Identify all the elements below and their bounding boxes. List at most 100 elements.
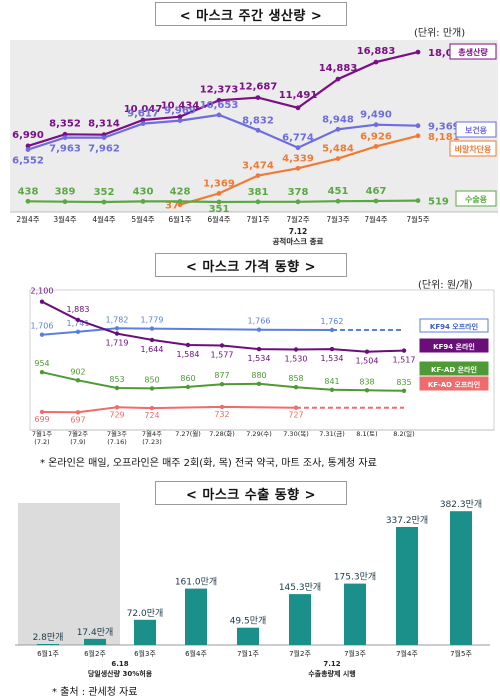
annotation-text: 공적마스크 종료 xyxy=(273,236,324,246)
data-point xyxy=(335,76,341,82)
data-point xyxy=(149,386,155,391)
x-tick-label: 2월4주 xyxy=(16,214,39,224)
data-point xyxy=(401,348,407,353)
data-point xyxy=(75,378,81,383)
x-tick-label: 7.27(월) xyxy=(175,429,201,438)
data-label: 729 xyxy=(109,410,124,419)
data-point xyxy=(216,191,222,196)
data-point xyxy=(62,135,68,141)
annotation-date: 7.12 xyxy=(289,227,308,236)
data-label: 18,069 xyxy=(428,48,467,59)
data-label: 8,832 xyxy=(242,115,274,126)
price-chart: 1,706 1,741 1,782 1,779 1,766 1,762 2,100 1,883… xyxy=(29,287,495,446)
data-label: 7,963 xyxy=(49,144,81,155)
bar-7월1주 xyxy=(237,627,259,645)
data-label: 1,719 xyxy=(106,339,129,348)
data-label: 1,644 xyxy=(141,345,164,354)
bar-value-label: 145.3만개 xyxy=(279,582,321,593)
data-label: 727 xyxy=(288,411,303,420)
data-point xyxy=(373,59,379,65)
data-point xyxy=(335,156,341,162)
data-label: 880 xyxy=(251,371,266,380)
data-label: 12,373 xyxy=(200,84,239,95)
data-point xyxy=(329,387,335,392)
annotation-text: 당일생산량 30%허용 xyxy=(88,669,153,678)
x-tick-label: 7월3주 xyxy=(326,214,349,224)
bar-7월2주 xyxy=(289,594,311,645)
data-label: 858 xyxy=(288,374,303,383)
data-point xyxy=(219,343,225,348)
legend-tag xyxy=(419,338,489,353)
data-point xyxy=(140,121,146,126)
data-label: 3,474 xyxy=(242,161,274,172)
data-point xyxy=(219,404,225,410)
data-label: 860 xyxy=(180,374,195,383)
data-point xyxy=(255,173,261,179)
x-tick-label: 7월5주 xyxy=(406,214,429,224)
data-point xyxy=(140,117,146,123)
data-point xyxy=(75,410,81,415)
data-point xyxy=(25,198,31,204)
x-tick-label: 7월4주 xyxy=(142,429,162,438)
x-tick-label: 6월1주 xyxy=(168,214,191,224)
data-label: 438 xyxy=(18,186,39,197)
data-point xyxy=(415,49,421,55)
data-point xyxy=(177,114,183,120)
data-point xyxy=(373,144,379,149)
data-label: 1,534 xyxy=(321,354,344,363)
x-tick-sublabel: (7.2) xyxy=(34,438,49,446)
data-label: 430 xyxy=(133,186,154,197)
x-tick-label: 7.28(화) xyxy=(209,430,235,438)
x-tick-label: 6월4주 xyxy=(207,214,230,224)
x-tick-label: 7월4주 xyxy=(364,214,387,224)
data-label: 1,741 xyxy=(67,319,90,328)
data-point xyxy=(114,331,120,336)
legend-tag-label: KF-AD 오프라인 xyxy=(428,380,480,389)
data-point xyxy=(185,384,191,390)
data-point xyxy=(415,123,421,129)
x-tick-label: 7월1주 xyxy=(237,649,259,658)
price-title: < 마스크 가격 동향 > xyxy=(155,253,347,277)
data-label: 378 xyxy=(288,187,309,198)
data-label: 8,948 xyxy=(322,114,354,125)
data-label: 11,491 xyxy=(279,90,318,101)
data-point xyxy=(114,385,120,391)
legend-tag-label: 총생산량 xyxy=(458,47,488,57)
legend-tag xyxy=(455,121,497,138)
data-label: 6,926 xyxy=(360,131,392,142)
data-label: 381 xyxy=(248,187,269,198)
bar-value-label: 175.3만개 xyxy=(334,572,376,583)
data-label: 1,779 xyxy=(141,316,164,325)
data-point xyxy=(114,326,120,331)
data-label: 451 xyxy=(328,186,349,197)
bar-value-label: 337.2만개 xyxy=(386,515,428,526)
data-label: 724 xyxy=(144,411,159,420)
legend-tag xyxy=(419,376,489,391)
x-tick-label: 7.30(목) xyxy=(283,430,309,438)
data-point xyxy=(101,135,107,141)
data-label: 10,047 xyxy=(124,104,163,115)
x-tick-label: 7월2주 xyxy=(286,214,309,224)
data-point xyxy=(335,198,341,204)
x-tick-sublabel: (7.16) xyxy=(107,438,127,446)
data-point xyxy=(39,332,45,337)
data-label: 1,584 xyxy=(177,350,200,359)
data-point xyxy=(256,327,262,332)
x-tick-label: 4월4주 xyxy=(92,214,115,224)
data-point xyxy=(177,199,183,204)
data-label: 732 xyxy=(214,410,229,419)
legend-tag xyxy=(449,43,497,60)
data-label: 8,314 xyxy=(88,119,120,130)
data-label: 2,100 xyxy=(31,287,54,296)
legend-tag-label: 보건용 xyxy=(465,125,488,135)
bar-6월3주 xyxy=(134,619,156,645)
data-point xyxy=(149,337,155,343)
data-point xyxy=(25,143,31,149)
x-tick-label: 5월4주 xyxy=(131,214,154,224)
series-line-KF94 오프라인 xyxy=(41,327,333,336)
data-label: 519 xyxy=(428,197,449,208)
data-point xyxy=(75,329,81,334)
series-line-KF-AD 오프라인 xyxy=(41,405,297,414)
data-label: 877 xyxy=(214,371,229,380)
